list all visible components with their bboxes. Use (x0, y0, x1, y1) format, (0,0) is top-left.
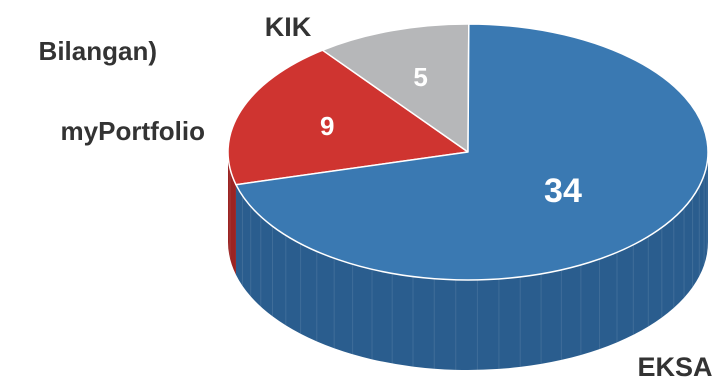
pie-side-layer (228, 152, 708, 371)
slice-value-myportfolio: 9 (320, 111, 334, 141)
category-label-kik: KIK (265, 12, 312, 42)
slice-value-eksa: 34 (544, 172, 582, 210)
category-label-bilangan: Bilangan) (39, 36, 157, 66)
category-label-myportfolio: myPortfolio (61, 116, 205, 146)
pie-slice-kik (321, 23, 470, 153)
pie-slice-eksa (235, 23, 709, 281)
pie-top-layer (227, 23, 709, 281)
category-label-eksa: EKSA (637, 352, 712, 382)
category-labels: EKSA myPortfolio KIK Bilangan) (39, 12, 713, 382)
pie-side-myportfolio (228, 152, 236, 275)
pie-side-eksa (235, 152, 708, 371)
slice-value-kik: 5 (413, 62, 427, 92)
slice-value-labels: 9 5 34 (320, 62, 582, 210)
pie-slice-myportfolio (227, 49, 469, 186)
